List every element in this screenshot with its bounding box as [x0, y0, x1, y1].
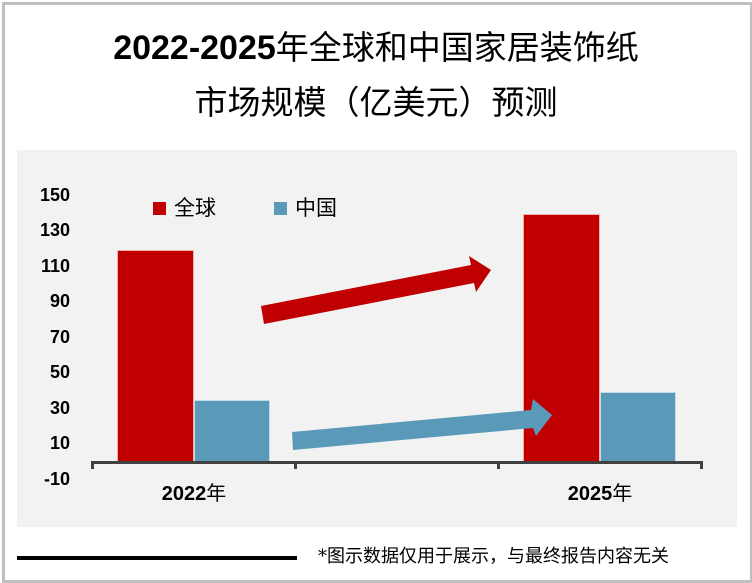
legend-label-global: 全球	[174, 196, 216, 220]
bar-china-2022	[193, 400, 270, 463]
legend-swatch-china	[274, 201, 287, 215]
y-tick-label: 90	[49, 291, 70, 311]
footer-rule	[17, 556, 297, 560]
chart-title-line-1: 2022-2025年全球和中国家居装饰纸	[0, 28, 752, 68]
x-label-year: 2022	[161, 483, 207, 505]
y-tick-label: 70	[49, 327, 70, 347]
x-label-2022: 2022年	[124, 481, 264, 506]
bar-global-2025	[523, 214, 600, 463]
y-tick-label: 130	[39, 220, 70, 240]
y-tick-label: 50	[49, 362, 70, 382]
footnote: *图示数据仅用于展示，与最终报告内容无关	[318, 546, 669, 567]
chart-title-line-2: 市场规模（亿美元）预测	[194, 83, 558, 122]
bar-china-2025	[599, 391, 676, 463]
x-axis-tick	[497, 461, 500, 469]
title-text: 年全球和中国家居装饰纸	[275, 28, 639, 67]
legend-label-china: 中国	[295, 196, 337, 220]
title-year-range: 2022-2025	[113, 29, 276, 67]
x-label-2025: 2025年	[530, 481, 670, 506]
legend-item-china: 中国	[274, 196, 337, 220]
legend-swatch-global	[153, 201, 166, 215]
x-axis-tick	[700, 461, 703, 469]
bar-global-2022	[117, 249, 194, 463]
x-label-suffix: 年	[612, 481, 633, 505]
y-tick-label: 150	[39, 185, 70, 205]
x-label-year: 2025	[567, 483, 613, 505]
x-label-suffix: 年	[206, 481, 227, 505]
y-tick-label: 30	[49, 398, 70, 418]
legend-item-global: 全球	[153, 196, 216, 220]
x-axis-tick	[294, 461, 297, 469]
y-tick-label: -10	[43, 469, 70, 489]
x-axis-tick	[91, 461, 94, 469]
x-axis-line	[92, 461, 702, 464]
y-tick-label: 110	[40, 256, 70, 276]
y-tick-label: 10	[49, 433, 70, 453]
